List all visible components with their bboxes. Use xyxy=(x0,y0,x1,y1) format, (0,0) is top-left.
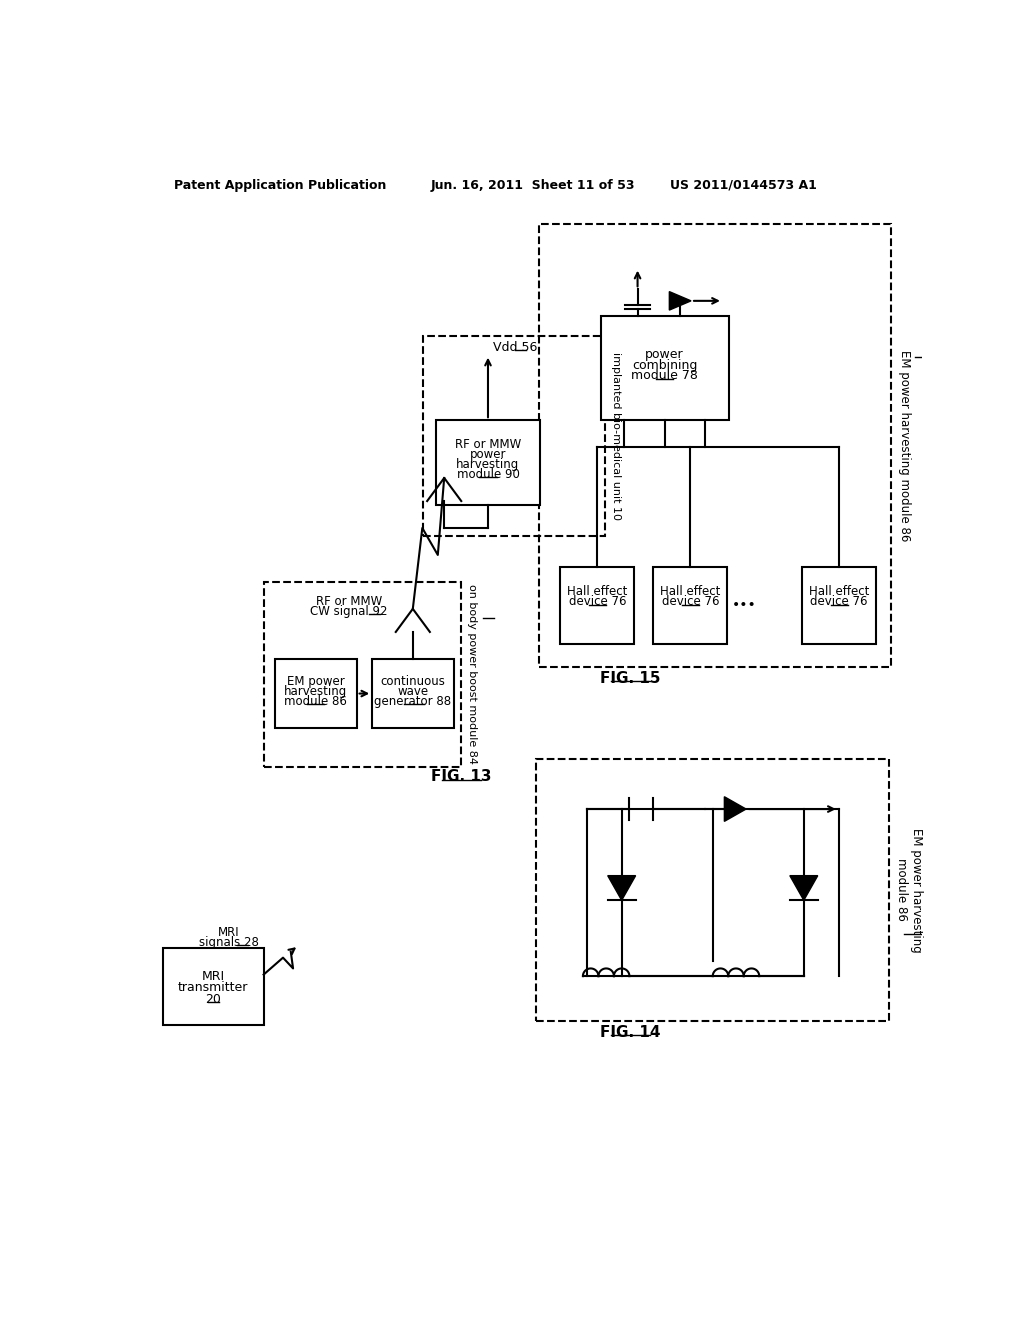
Text: combining: combining xyxy=(632,359,697,372)
Text: harvesting: harvesting xyxy=(457,458,519,471)
Polygon shape xyxy=(670,292,691,310)
Bar xyxy=(275,659,356,729)
Text: module 86: module 86 xyxy=(285,694,347,708)
Polygon shape xyxy=(790,875,818,900)
Text: device 76: device 76 xyxy=(568,595,626,609)
Polygon shape xyxy=(724,797,746,821)
Text: module 90: module 90 xyxy=(457,467,519,480)
Text: EM power harvesting
module 86: EM power harvesting module 86 xyxy=(895,828,924,952)
Bar xyxy=(601,317,729,420)
Text: EM power harvesting module 86: EM power harvesting module 86 xyxy=(898,350,910,541)
Text: generator 88: generator 88 xyxy=(374,694,452,708)
Polygon shape xyxy=(607,875,636,900)
Text: EM power: EM power xyxy=(287,675,345,688)
Bar xyxy=(560,566,634,644)
Bar xyxy=(423,335,604,536)
Text: 20: 20 xyxy=(206,993,221,1006)
Text: •••: ••• xyxy=(732,598,757,612)
Text: FIG. 14: FIG. 14 xyxy=(600,1024,660,1040)
Bar xyxy=(435,420,541,506)
Text: Hall effect: Hall effect xyxy=(660,585,721,598)
Bar xyxy=(539,224,891,667)
Text: RF or MMW: RF or MMW xyxy=(315,594,382,607)
Bar xyxy=(802,566,876,644)
Text: FIG. 13: FIG. 13 xyxy=(431,770,492,784)
Text: CW signal 92: CW signal 92 xyxy=(310,605,388,618)
Bar xyxy=(372,659,454,729)
Text: power: power xyxy=(470,447,506,461)
Text: power: power xyxy=(645,348,684,360)
Text: module 78: module 78 xyxy=(631,370,698,383)
Text: signals 28: signals 28 xyxy=(199,936,259,949)
Text: implanted bio-medical unit 10: implanted bio-medical unit 10 xyxy=(611,351,621,520)
Text: Hall effect: Hall effect xyxy=(809,585,869,598)
Text: Vdd 56: Vdd 56 xyxy=(493,341,538,354)
Bar xyxy=(537,759,889,1020)
Text: MRI: MRI xyxy=(218,925,240,939)
Text: continuous: continuous xyxy=(380,675,445,688)
Text: device 76: device 76 xyxy=(662,595,719,609)
Bar xyxy=(263,582,461,767)
Text: FIG. 15: FIG. 15 xyxy=(600,671,660,685)
Text: US 2011/0144573 A1: US 2011/0144573 A1 xyxy=(671,178,817,191)
Text: on body power boost module 84: on body power boost module 84 xyxy=(467,585,477,764)
Text: Patent Application Publication: Patent Application Publication xyxy=(174,178,387,191)
Text: RF or MMW: RF or MMW xyxy=(455,437,521,450)
Bar xyxy=(163,948,263,1024)
Text: wave: wave xyxy=(397,685,428,698)
Text: Jun. 16, 2011  Sheet 11 of 53: Jun. 16, 2011 Sheet 11 of 53 xyxy=(430,178,635,191)
Text: device 76: device 76 xyxy=(810,595,867,609)
Bar xyxy=(653,566,727,644)
Text: Hall effect: Hall effect xyxy=(567,585,628,598)
Text: transmitter: transmitter xyxy=(178,981,249,994)
Text: MRI: MRI xyxy=(202,970,225,983)
Text: harvesting: harvesting xyxy=(285,685,347,698)
